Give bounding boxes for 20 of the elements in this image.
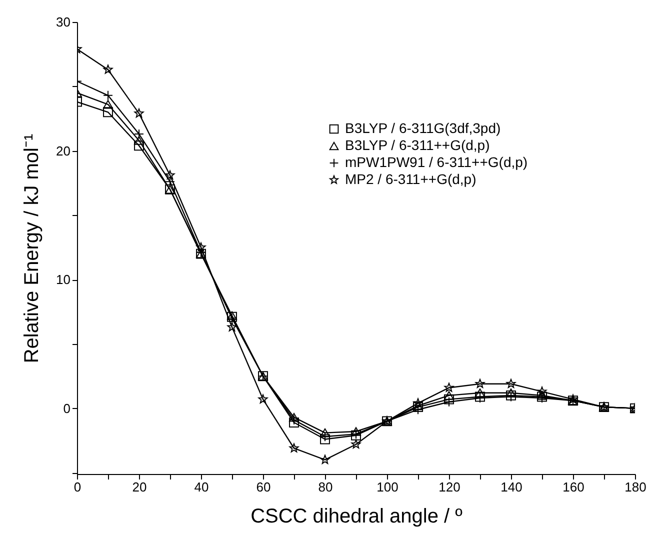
y-tick-label: 20 [56, 143, 70, 158]
legend-label: MP2 / 6-311++G(d,p) [345, 171, 476, 187]
x-tick-label: 60 [256, 480, 271, 494]
y-tick-label: 30 [56, 14, 70, 30]
x-tick-label: 0 [74, 480, 82, 494]
x-tick-label: 140 [500, 480, 522, 494]
legend-label: B3LYP / 6-311++G(d,p) [345, 137, 490, 153]
y-tick-label: 10 [56, 272, 70, 288]
legend-label: B3LYP / 6-311G(3df,3pd) [345, 120, 501, 136]
x-tick-label: 100 [376, 480, 398, 494]
x-tick-label: 180 [624, 480, 646, 494]
x-tick-label: 40 [194, 480, 209, 494]
x-tick-label: 20 [132, 480, 147, 494]
x-tick-label: 120 [438, 480, 460, 494]
x-tick-label: 80 [318, 480, 333, 494]
x-tick-label: 160 [562, 480, 584, 494]
x-axis-title: CSCC dihedral angle / º [250, 506, 464, 528]
y-axis-title: Relative Energy / kJ mol⁻¹ [21, 134, 44, 364]
legend-label: mPW1PW91 / 6-311++G(d,p) [345, 154, 528, 170]
y-tick-label: 0 [63, 400, 70, 416]
